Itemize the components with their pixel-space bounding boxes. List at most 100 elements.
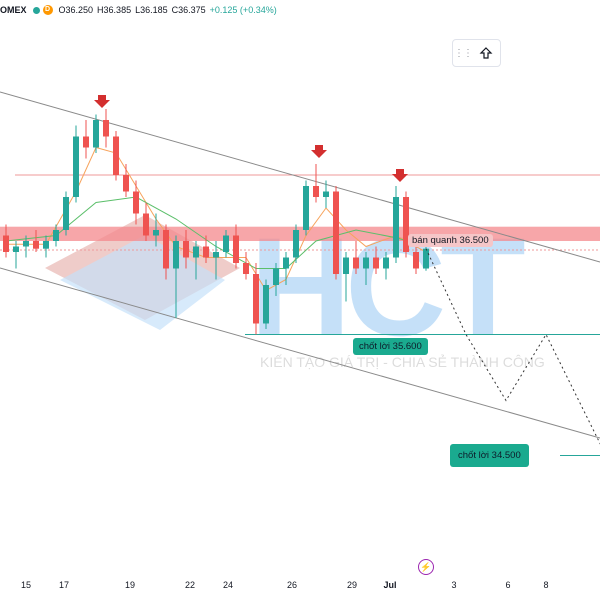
candle [333, 186, 339, 280]
candle [193, 241, 199, 280]
market-status-icon [32, 6, 40, 14]
candle-body [373, 257, 379, 269]
candle [23, 235, 29, 258]
candle [243, 252, 249, 280]
candle [263, 279, 269, 329]
candle-body [223, 235, 229, 252]
candle-body [63, 197, 69, 230]
sell-zone-label: bán quanh 36.500 [408, 234, 493, 247]
chart-controls: ⋮⋮ [452, 39, 501, 67]
candle [153, 213, 159, 247]
candle [163, 224, 169, 280]
candle [123, 164, 129, 197]
watermark-logo-shape-2 [60, 235, 225, 330]
candle [3, 224, 9, 258]
interval-badge: D [42, 5, 53, 15]
candle-body [93, 120, 99, 148]
candle-body [273, 268, 279, 285]
candle-body [293, 230, 299, 258]
candle [203, 235, 209, 263]
candle [43, 235, 49, 258]
candle [293, 224, 299, 263]
candle [13, 241, 19, 269]
candle-body [123, 175, 129, 192]
low-value: L36.185 [135, 5, 168, 15]
symbol-legend: OMEX D O36.250 H36.385 L36.185 C36.375 +… [0, 0, 277, 20]
candle-body [233, 235, 239, 263]
candle [83, 120, 89, 159]
candle [313, 164, 319, 203]
candle [393, 186, 399, 263]
candle-body [163, 230, 169, 269]
candle [363, 252, 369, 285]
candle-body [403, 197, 409, 252]
candle-body [193, 246, 199, 258]
candle-body [73, 136, 79, 197]
candle-body [113, 136, 119, 175]
arrow-up-icon[interactable] [473, 46, 499, 60]
lightning-icon[interactable]: ⚡ [418, 559, 434, 575]
axis-tick: Jul [383, 580, 397, 590]
watermark-logo-shape [45, 215, 240, 320]
down-arrow-icon [94, 95, 110, 108]
candle-body [333, 191, 339, 274]
candle [273, 263, 279, 296]
axis-tick: 6 [505, 580, 511, 590]
candle-body [173, 241, 179, 269]
candle [113, 131, 119, 181]
candle-body [23, 241, 29, 247]
symbol-name[interactable]: OMEX [0, 5, 27, 15]
candle [213, 241, 219, 280]
grip-icon[interactable]: ⋮⋮ [454, 47, 473, 59]
candle-body [353, 257, 359, 269]
candle [173, 235, 179, 318]
candle-body [413, 252, 419, 269]
candle-body [203, 246, 209, 258]
open-value: O36.250 [58, 5, 94, 15]
axis-tick: 19 [124, 580, 136, 590]
candle [303, 180, 309, 236]
candle-body [253, 274, 259, 324]
candle [323, 180, 329, 208]
watermark-tagline: KIẾN TẠO GIÁ TRỊ - CHIA SẺ THÀNH CÔNG [260, 354, 545, 370]
axis-tick: 3 [451, 580, 457, 590]
channel-upper-line [0, 91, 600, 263]
candle-body [343, 257, 349, 274]
axis-tick: 22 [184, 580, 196, 590]
candle [223, 230, 229, 258]
candle [33, 230, 39, 252]
candle-body [53, 230, 59, 241]
time-axis[interactable]: 15 17 19 22 24 26 29 Jul 3 6 8 [0, 576, 600, 600]
candle [73, 125, 79, 203]
candle [253, 263, 259, 335]
target1-label: chốt lời 35.600 [353, 338, 428, 355]
candle [133, 180, 139, 225]
candle-body [303, 186, 309, 230]
candle-body [393, 197, 399, 258]
price-chart[interactable]: HCT KIẾN TẠO GIÁ TRỊ - CHIA SẺ THÀNH CÔN… [0, 0, 600, 576]
axis-tick: 15 [20, 580, 32, 590]
candle [93, 114, 99, 153]
candle-body [363, 257, 369, 269]
target2-label: chốt lời 34.500 [450, 444, 529, 467]
down-arrow-icon [311, 145, 327, 158]
axis-tick: 8 [543, 580, 549, 590]
candle-body [133, 191, 139, 214]
close-value: C36.375 [171, 5, 206, 15]
candle [143, 202, 149, 241]
candle-body [323, 191, 329, 197]
axis-tick: 24 [222, 580, 234, 590]
candle-body [3, 235, 9, 252]
candle [353, 241, 359, 274]
axis-tick: 29 [346, 580, 358, 590]
candle-body [153, 230, 159, 236]
candle-body [283, 257, 289, 269]
axis-tick: 26 [286, 580, 298, 590]
down-arrow-icon [392, 169, 408, 182]
candle-body [263, 285, 269, 324]
projection-path [425, 248, 600, 445]
candle [183, 230, 189, 269]
change-value: +0.125 (+0.34%) [209, 5, 277, 15]
axis-tick: 17 [58, 580, 70, 590]
candle-body [83, 136, 89, 148]
